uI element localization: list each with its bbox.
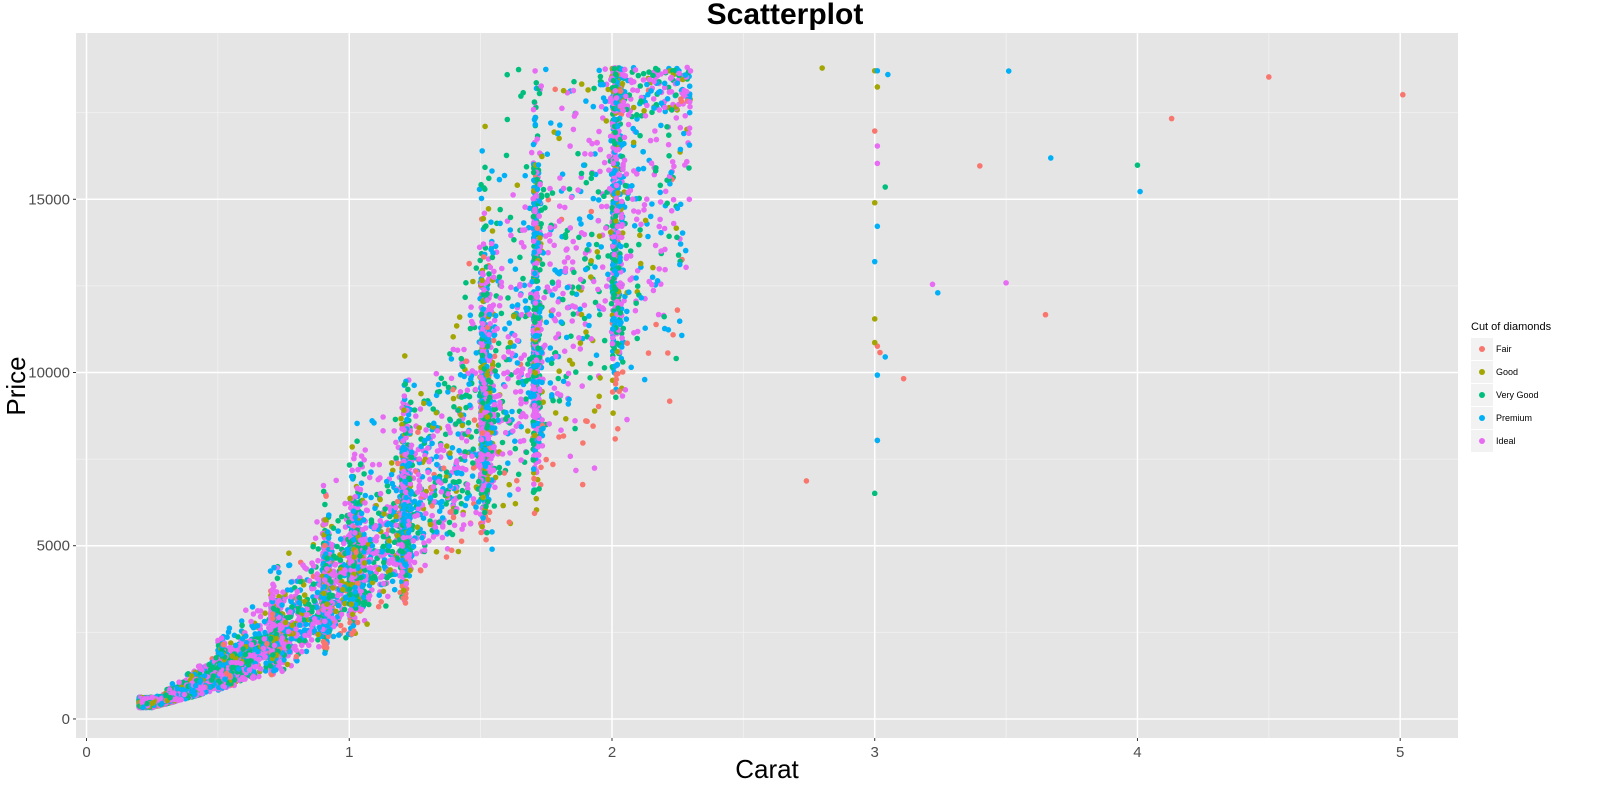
legend-label: Good	[1496, 366, 1519, 377]
legend-item-good: Good	[1471, 360, 1551, 383]
outlier-point	[871, 199, 878, 206]
legend-dot-icon	[1479, 414, 1485, 421]
x-tick-label: 0	[82, 744, 90, 761]
legend-dot-icon	[1479, 345, 1485, 352]
outlier-point	[977, 163, 983, 169]
x-tick-label: 4	[1133, 744, 1141, 761]
legend-label: Premium	[1496, 412, 1533, 423]
x-tick-label: 5	[1396, 744, 1404, 761]
legend-item-ideal: Ideal	[1471, 429, 1551, 452]
legend-key	[1471, 429, 1493, 452]
y-tick-label: 0	[62, 711, 70, 728]
outlier-point	[1400, 91, 1406, 98]
x-tick-label: 2	[608, 744, 616, 761]
outlier-point	[929, 281, 936, 288]
outlier-point	[1134, 162, 1141, 169]
y-tick-label: 10000	[28, 365, 70, 382]
outlier-point	[885, 71, 891, 78]
legend-title: Cut of diamonds	[1471, 321, 1552, 333]
legend-key	[1471, 337, 1493, 360]
legend-key	[1471, 360, 1493, 383]
outlier-point	[1047, 155, 1054, 161]
legend-label: Ideal	[1496, 435, 1516, 446]
outlier-point	[1137, 188, 1143, 195]
outlier-point	[1042, 311, 1049, 318]
outlier-point	[803, 478, 810, 484]
chart-title: Scatterplot	[706, 0, 864, 31]
outlier-point	[877, 349, 883, 356]
outlier-point	[882, 354, 889, 360]
outlier-point	[819, 65, 825, 71]
major-gridlines	[76, 33, 1458, 738]
outlier-point	[874, 223, 881, 230]
x-tick-label: 3	[871, 744, 879, 761]
outlier-point	[874, 160, 881, 167]
x-axis-ticks: 0 1 2 3 4 5	[82, 738, 1404, 761]
legend: Cut of diamonds Fair Good Very Good Prem…	[1471, 321, 1551, 452]
legend-dot-icon	[1479, 368, 1485, 375]
legend-item-very-good: Very Good	[1471, 383, 1551, 406]
legend-dot-icon	[1479, 437, 1485, 444]
outlier-point	[871, 490, 878, 497]
legend-item-premium: Premium	[1471, 406, 1551, 429]
outlier-point	[882, 184, 889, 190]
y-axis-ticks: 0 5000 10000 15000	[28, 191, 76, 728]
outlier-point	[871, 316, 878, 322]
outlier-point	[871, 128, 878, 134]
y-tick-label: 5000	[37, 538, 70, 555]
legend-key	[1471, 383, 1493, 406]
outlier-point	[874, 84, 881, 90]
legend-label: Fair	[1496, 343, 1512, 354]
x-axis-title: Carat	[735, 754, 799, 784]
outlier-point	[1005, 68, 1012, 74]
outlier-point	[1266, 74, 1272, 80]
outlier-point	[871, 258, 878, 265]
outlier-point	[874, 372, 881, 378]
outlier-point	[934, 290, 941, 296]
x-tick-label: 1	[345, 744, 353, 761]
outlier-point	[900, 375, 907, 382]
y-tick-label: 15000	[28, 191, 70, 208]
legend-label: Very Good	[1496, 389, 1539, 400]
outlier-point	[874, 67, 881, 74]
legend-key	[1471, 406, 1493, 429]
outlier-point	[1168, 115, 1175, 122]
legend-dot-icon	[1479, 391, 1485, 398]
outlier-point	[1003, 280, 1009, 286]
outlier-point	[874, 143, 881, 149]
outlier-point	[871, 339, 878, 346]
y-axis-title: Price	[1, 356, 31, 415]
data-points	[136, 64, 1406, 711]
legend-item-fair: Fair	[1471, 337, 1551, 360]
outlier-point	[874, 437, 881, 444]
